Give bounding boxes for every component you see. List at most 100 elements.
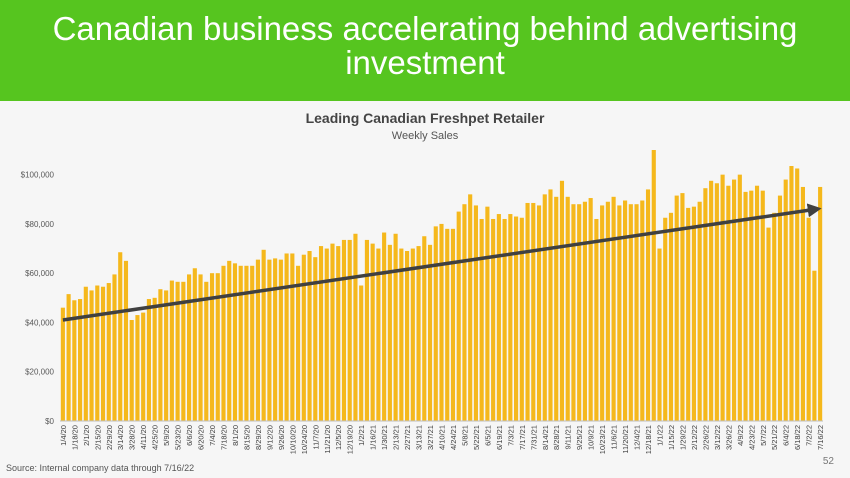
bar: [336, 246, 341, 421]
bar: [227, 260, 232, 421]
bar: [238, 265, 243, 421]
bar: [766, 227, 771, 421]
bar: [313, 257, 318, 421]
bar: [187, 274, 192, 421]
bar: [473, 205, 478, 421]
y-tick-label: $40,000: [25, 318, 54, 327]
bar: [611, 196, 616, 421]
bar: [680, 193, 685, 421]
bar: [318, 246, 324, 421]
y-tick-label: $60,000: [25, 269, 54, 278]
x-tick-label: 1/2/21: [357, 425, 366, 446]
bar: [296, 265, 301, 421]
x-tick-label: 6/6/20: [185, 425, 194, 446]
x-tick-label: 12/19/20: [346, 425, 355, 454]
x-tick-label: 5/8/21: [460, 425, 469, 446]
bar: [445, 228, 450, 421]
bar: [800, 186, 805, 421]
x-axis: 1/4/20 1/18/20 2/1/20 2/15/20 2/29/20 3/14/20…: [59, 425, 825, 454]
bar: [548, 189, 553, 421]
bar: [663, 217, 668, 421]
x-tick-label: 5/22/21: [472, 425, 481, 450]
x-tick-label: 9/26/20: [277, 425, 286, 450]
bar: [433, 226, 438, 421]
bar: [66, 294, 71, 421]
x-tick-label: 2/12/22: [690, 425, 699, 450]
x-tick-label: 7/2/22: [805, 425, 814, 446]
bar: [617, 205, 622, 421]
bar: [118, 252, 123, 421]
bar: [640, 200, 645, 421]
bar: [164, 290, 169, 421]
bar: [78, 299, 83, 421]
x-tick-label: 5/7/22: [759, 425, 768, 446]
x-tick-label: 4/23/22: [747, 425, 756, 450]
x-tick-label: 2/13/21: [392, 425, 401, 450]
bar: [542, 194, 547, 421]
x-tick-label: 10/24/20: [300, 425, 309, 454]
x-tick-label: 8/14/21: [541, 425, 550, 450]
y-tick-label: $0: [45, 417, 54, 426]
x-tick-label: 2/26/22: [701, 425, 710, 450]
bar: [60, 307, 65, 421]
bar: [152, 297, 157, 421]
bar: [416, 246, 421, 421]
bar: [594, 218, 599, 421]
x-tick-label: 8/28/21: [552, 425, 561, 450]
bar: [508, 214, 513, 421]
bar: [502, 218, 507, 421]
bar: [427, 244, 433, 421]
x-tick-label: 7/16/22: [816, 425, 825, 450]
bar: [307, 251, 312, 421]
y-axis: $0 $20,000 $40,000 $60,000 $80,000 $100,000: [21, 171, 55, 426]
bar: [146, 299, 151, 421]
bar: [565, 196, 570, 421]
x-tick-label: 2/29/20: [105, 425, 114, 450]
x-tick-label: 5/23/20: [174, 425, 183, 450]
x-tick-label: 10/9/21: [587, 425, 596, 450]
x-tick-label: 9/12/20: [265, 425, 274, 450]
y-tick-label: $100,000: [21, 171, 55, 180]
x-tick-label: 7/17/21: [518, 425, 527, 450]
bar: [244, 265, 249, 421]
bar: [777, 195, 783, 421]
bar: [600, 205, 605, 421]
x-tick-label: 1/4/20: [59, 425, 68, 446]
bar: [749, 190, 754, 421]
bar: [812, 270, 817, 421]
x-tick-label: 4/10/21: [438, 425, 447, 450]
bar: [645, 189, 651, 421]
bar: [112, 274, 117, 421]
bar: [273, 258, 278, 421]
x-tick-label: 5/21/22: [770, 425, 779, 450]
bar: [393, 233, 398, 421]
x-tick-label: 9/11/21: [564, 425, 573, 449]
x-tick-label: 2/27/21: [403, 425, 412, 450]
bar: [232, 263, 238, 421]
bar: [135, 315, 140, 421]
x-tick-label: 3/12/22: [713, 425, 722, 450]
bar: [697, 201, 702, 421]
bar: [571, 204, 576, 421]
bar: [422, 236, 427, 421]
x-tick-label: 8/1/20: [231, 425, 240, 446]
bar: [181, 281, 186, 421]
x-tick-label: 4/24/21: [449, 425, 458, 450]
x-tick-label: 11/21/20: [323, 425, 332, 454]
bar: [588, 198, 593, 421]
bar: [462, 204, 467, 421]
bar: [83, 286, 88, 421]
x-tick-label: 7/18/20: [220, 425, 229, 450]
bar: [158, 289, 163, 421]
page-number: 52: [822, 456, 834, 467]
bar: [577, 204, 582, 421]
bar: [668, 212, 674, 421]
bar: [215, 273, 220, 421]
bar: [169, 280, 174, 421]
trend-line: [62, 203, 822, 322]
x-tick-label: 8/29/20: [254, 425, 263, 450]
x-tick-label: 4/25/20: [151, 425, 160, 450]
bar: [439, 223, 444, 421]
x-tick-label: 3/28/20: [128, 425, 137, 450]
